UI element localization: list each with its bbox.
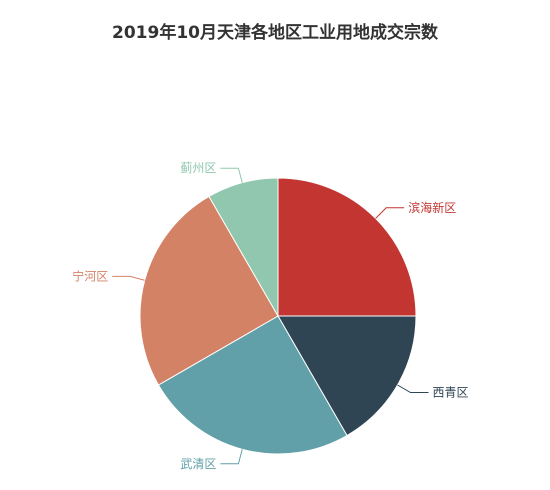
slice-label: 宁河区: [72, 268, 108, 283]
pie-slice[interactable]: [157, 315, 348, 455]
slice-label: 蓟州区: [180, 161, 216, 175]
pie-slice[interactable]: [277, 315, 417, 437]
slice-label: 滨海新区: [408, 200, 456, 215]
label-leader-line: [397, 384, 429, 393]
slice-label: 西青区: [433, 386, 469, 400]
label-leader-line: [112, 275, 145, 281]
slice-label: 武清区: [180, 457, 216, 471]
pie-slice[interactable]: [208, 177, 279, 318]
label-leader-line: [220, 449, 243, 465]
label-leader-line: [375, 207, 405, 219]
pie-slice[interactable]: [277, 177, 417, 317]
pie-slice[interactable]: [139, 195, 279, 386]
chart-title: 2019年10月天津各地区工业用地成交宗数: [112, 23, 438, 43]
label-leader-line: [220, 167, 243, 183]
